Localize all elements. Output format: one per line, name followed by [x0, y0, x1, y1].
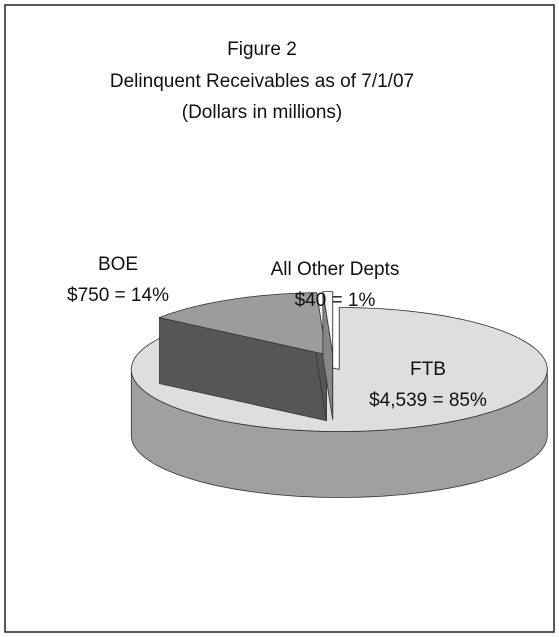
chart-subtitle: Delinquent Receivables as of 7/1/07 [110, 71, 414, 92]
slice-label: BOE [98, 254, 138, 275]
value-label: $40 = 1% [295, 290, 376, 311]
chart-title: Figure 2 [227, 39, 297, 60]
chart-subtitle: (Dollars in millions) [182, 102, 342, 123]
value-label: $750 = 14% [67, 285, 169, 306]
slice [158, 292, 327, 356]
value-label: $4,539 = 85% [369, 390, 487, 411]
slice-label: All Other Depts [271, 259, 400, 280]
slice-label: FTB [410, 359, 446, 380]
slice [322, 291, 334, 354]
